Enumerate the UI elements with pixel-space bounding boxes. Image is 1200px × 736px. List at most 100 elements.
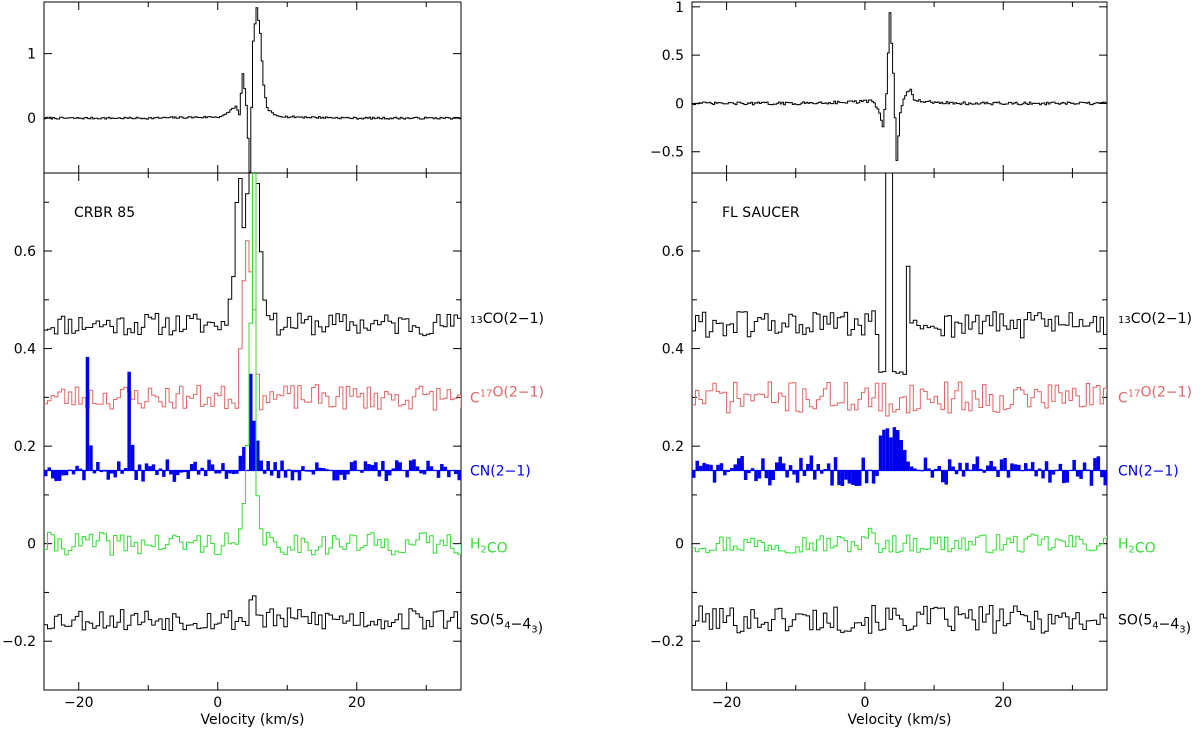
spectrum-bar (1027, 468, 1031, 471)
spectrum-bar (982, 470, 986, 473)
bottom-y-tick-label: −0.2 (2, 634, 36, 650)
spectrum-bar (826, 463, 831, 471)
spectrum-bar (61, 470, 65, 476)
spectrum-bar (1075, 470, 1080, 477)
panel-right: −0.5 0 0.5 1 −0.2 0 0.2 0.4 0.6 −20 0 20 Velocity (k… (650, 0, 1192, 728)
spectrum-bar (408, 460, 413, 471)
spectrum-bar (705, 464, 710, 471)
spectrum-bar (1103, 470, 1107, 486)
spectrum-bar (54, 470, 58, 482)
spectrum-bar (283, 470, 288, 478)
spectrum-bar (1089, 470, 1094, 486)
spectrum-bar (892, 427, 897, 471)
spectrum-bar (899, 440, 903, 471)
spectrum-bar (395, 460, 399, 471)
spectrum-bar (1093, 458, 1097, 471)
spectrum-bar (1024, 463, 1028, 471)
spectrum-bar (57, 470, 62, 481)
spectrum-bar (875, 470, 879, 476)
spectrum-bar (861, 457, 865, 471)
spectrum-bar (415, 466, 420, 471)
spectrum-bar (398, 462, 402, 471)
top-y-tick-label: −0.5 (650, 145, 684, 161)
series-label: CN(2−1) (470, 464, 531, 480)
spectrum-bar (858, 470, 862, 486)
spectrum-bar (947, 459, 952, 471)
x-tick-label: 20 (348, 695, 366, 711)
spectrum-bar (183, 470, 187, 473)
spectrum-bar (698, 465, 703, 471)
spectrum-bar (137, 464, 142, 471)
x-tick-label: 0 (860, 695, 869, 711)
spectrum-bar (1100, 470, 1104, 478)
spectrum-bar (419, 470, 423, 474)
spectrum-bar (224, 470, 229, 479)
spectrum-bar (179, 470, 183, 473)
spectrum-bar (989, 461, 993, 471)
spectrum-bar (353, 460, 357, 471)
spectrum-bar (775, 462, 779, 471)
spectrum-bar (422, 470, 427, 475)
spectrum-bar (778, 456, 782, 471)
spectrum-bar (106, 470, 110, 480)
spectrum-bar (113, 470, 117, 478)
spectrum-bar (169, 470, 173, 475)
spectrum-bar (854, 470, 858, 486)
spectrum-bar (269, 470, 274, 476)
spectrum-bar (733, 464, 737, 471)
series-label: 13CO(2−1) (1118, 311, 1192, 327)
spectrum-bar (249, 373, 253, 471)
spectrum-bar (820, 470, 824, 474)
spectrum-bar (447, 470, 451, 478)
series-label: SO(54−43) (470, 612, 543, 636)
spectrum-bar (92, 470, 97, 474)
spectrum-bar (322, 468, 326, 471)
spectrum-bar (885, 428, 890, 471)
spectrum-bar (996, 470, 1000, 477)
spectrum-bar (231, 470, 236, 475)
spectrum-bar (781, 463, 786, 471)
series-2-bars (44, 356, 461, 482)
series-2-bars (692, 427, 1111, 486)
spectrum-bar (709, 464, 713, 471)
spectrum-bar (217, 470, 222, 474)
spectrum-bar (429, 466, 434, 471)
spectrum-bar (367, 464, 371, 471)
spectrum-bar (436, 470, 441, 478)
spectrum-bar (374, 462, 378, 471)
spectrum-bar (207, 459, 211, 471)
series-4-line (692, 605, 1107, 634)
series-3-line (44, 173, 461, 556)
spectrum-bar (318, 467, 322, 471)
panel-label: FL SAUCER (722, 205, 800, 221)
top-y-tick-label: 0 (675, 96, 684, 112)
spectrum-bar (1017, 464, 1021, 471)
spectrum-bar (259, 460, 263, 471)
spectrum-bar (391, 468, 395, 471)
spectrum-bar (764, 470, 769, 479)
x-tick-label: −20 (712, 695, 742, 711)
spectrum-bar (954, 470, 959, 475)
spectrum-bar (120, 470, 124, 474)
spectrum-bar (941, 470, 945, 483)
spectrum-bar (1107, 456, 1111, 470)
spectrum-bar (454, 470, 458, 475)
spectrum-bar (830, 470, 834, 486)
spectrum-bar (896, 430, 900, 471)
spectrum-bar (930, 470, 935, 478)
spectrum-bar (130, 444, 135, 471)
spectrum-bar (294, 470, 298, 473)
spectrum-bar (273, 462, 277, 471)
spectrum-bar (795, 470, 800, 483)
spectrum-bar (740, 456, 744, 471)
series-label: H2CO (1118, 537, 1156, 557)
spectrum-bar (110, 470, 114, 474)
spectrum-bar (743, 470, 748, 480)
spectrum-bar (127, 371, 131, 471)
spectrum-bar (837, 470, 841, 486)
spectrum-bar (906, 461, 910, 471)
spectrum-bar (788, 465, 793, 471)
spectrum-bar (332, 470, 336, 481)
spectrum-bar (176, 470, 180, 476)
spectrum-bar (972, 464, 976, 471)
